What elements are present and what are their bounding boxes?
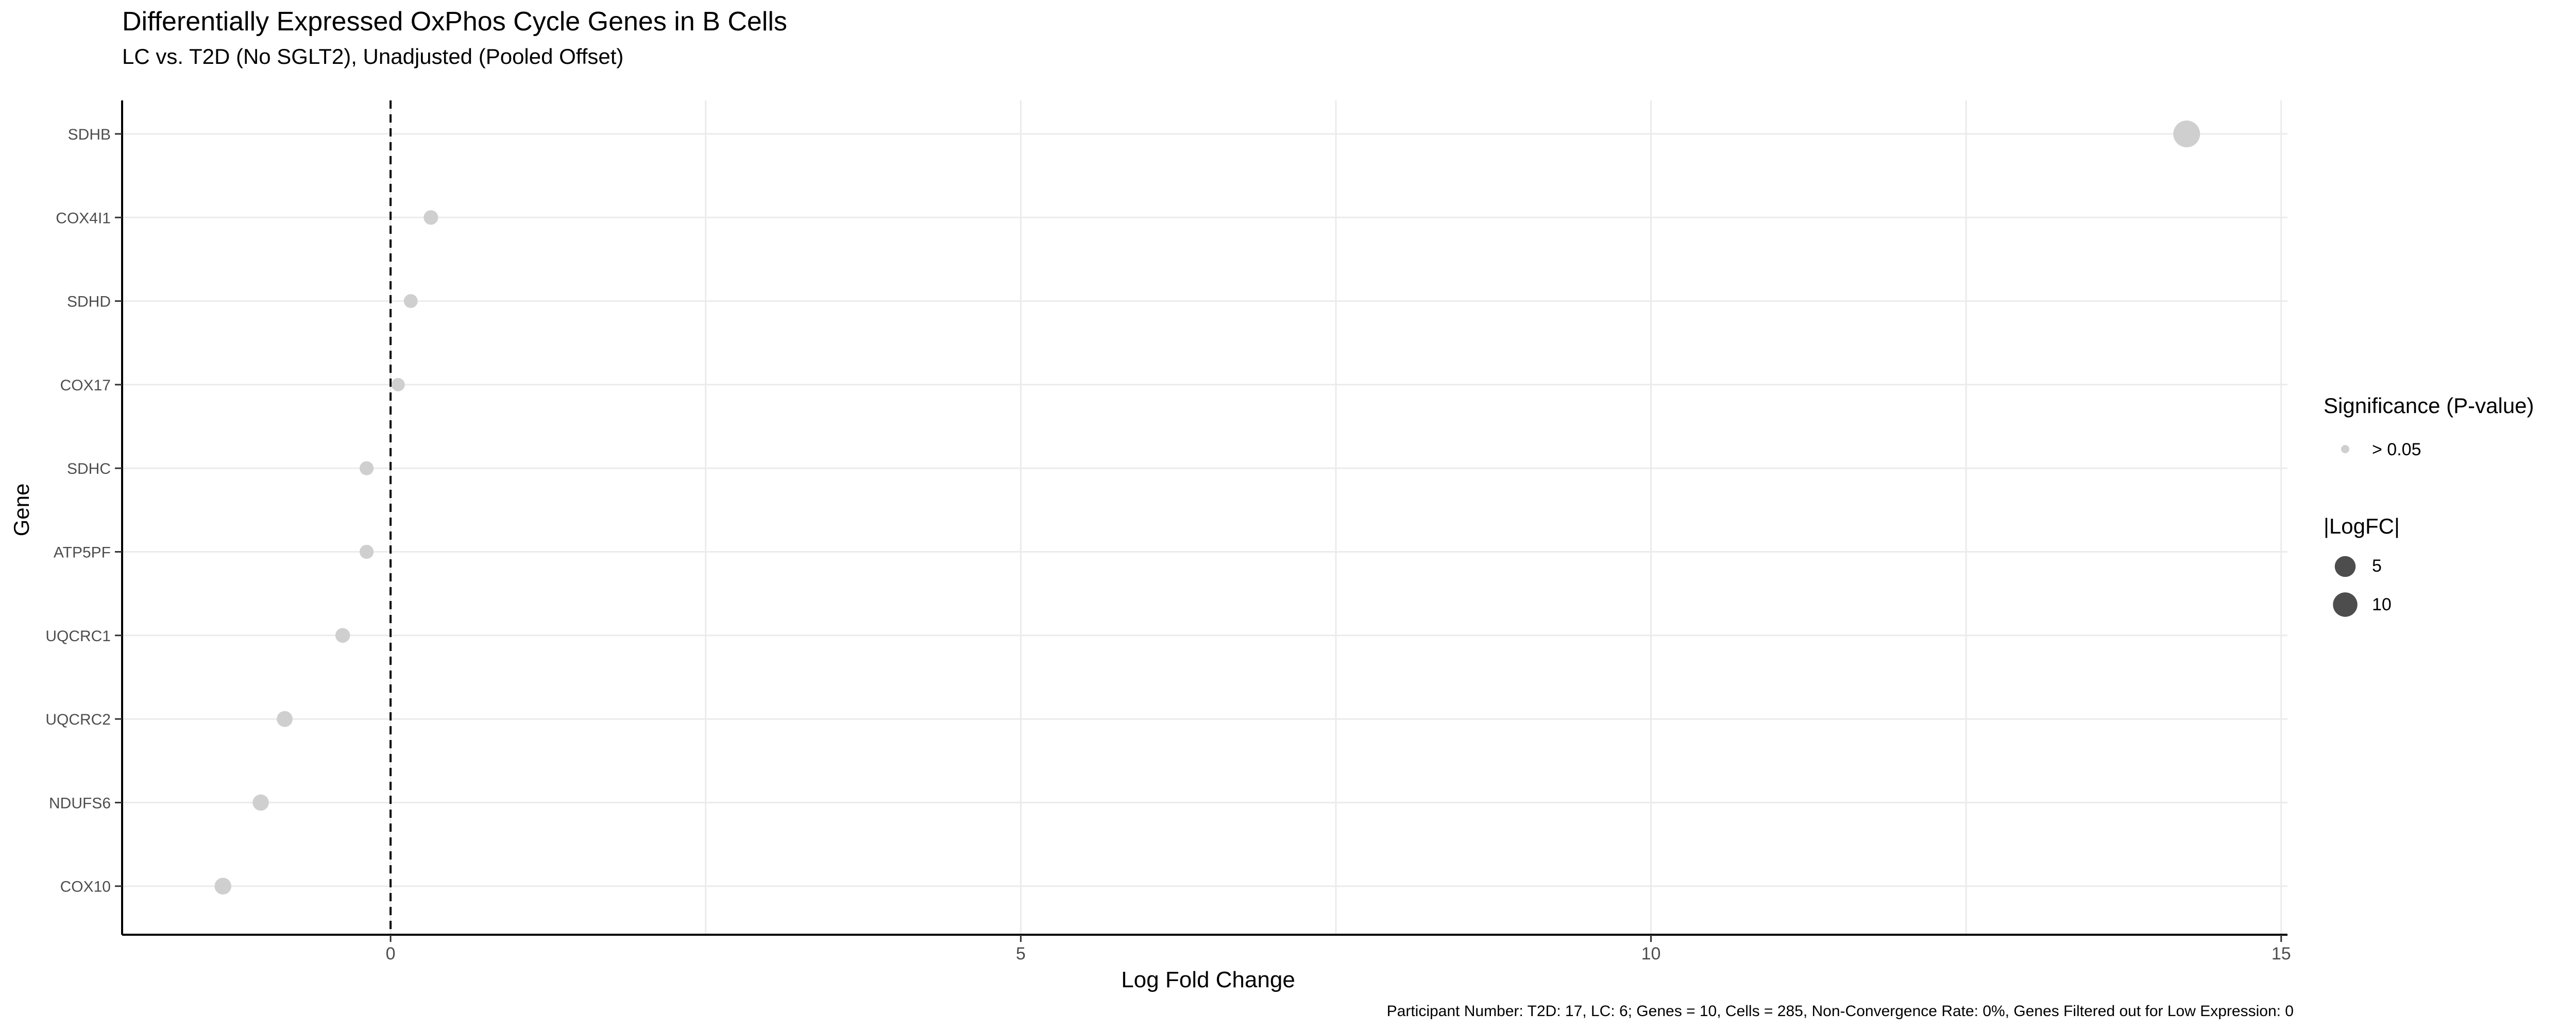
- legend-significance-title: Significance (P-value): [2324, 393, 2534, 418]
- chart-caption: Participant Number: T2D: 17, LC: 6; Gene…: [1386, 1003, 2294, 1020]
- data-point: [335, 628, 350, 643]
- chart-subtitle: LC vs. T2D (No SGLT2), Unadjusted (Poole…: [122, 44, 624, 68]
- data-point: [423, 210, 438, 225]
- data-point: [2173, 121, 2200, 147]
- y-tick-label: COX10: [60, 879, 111, 896]
- legend-logfc-title: |LogFC|: [2324, 514, 2400, 538]
- y-tick-label: SDHD: [67, 294, 111, 311]
- y-tick-label: UQCRC2: [45, 711, 111, 728]
- data-point: [403, 294, 418, 308]
- y-tick-label: COX17: [60, 377, 111, 394]
- y-tick-label: SDHC: [67, 460, 111, 477]
- y-tick-label: ATP5PF: [54, 544, 111, 561]
- legend-logfc-label-5: 5: [2372, 556, 2382, 576]
- legend-logfc-label-10: 10: [2372, 595, 2392, 614]
- data-point: [277, 711, 293, 727]
- x-axis-label: Log Fold Change: [1121, 967, 1295, 992]
- x-tick-label: 5: [1016, 944, 1026, 964]
- data-point: [391, 377, 405, 391]
- x-tick-label: 15: [2272, 944, 2291, 964]
- legend-significance-label: > 0.05: [2372, 440, 2421, 459]
- legend-logfc-key: [2333, 592, 2358, 617]
- y-tick-label: SDHB: [68, 126, 111, 143]
- y-axis-label: Gene: [9, 483, 33, 537]
- x-tick-label: 10: [1641, 944, 1661, 964]
- y-tick-label: NDUFS6: [49, 795, 111, 812]
- y-tick-label: COX4I1: [56, 210, 111, 227]
- legend-logfc-key: [2334, 556, 2356, 577]
- data-point: [359, 544, 374, 559]
- legend-significance-key: [2341, 445, 2349, 453]
- y-tick-label: UQCRC1: [45, 628, 111, 645]
- data-point: [252, 794, 269, 811]
- x-tick-label: 0: [386, 944, 396, 964]
- data-point: [359, 461, 374, 475]
- data-point: [214, 878, 231, 895]
- chart-title: Differentially Expressed OxPhos Cycle Ge…: [122, 7, 787, 37]
